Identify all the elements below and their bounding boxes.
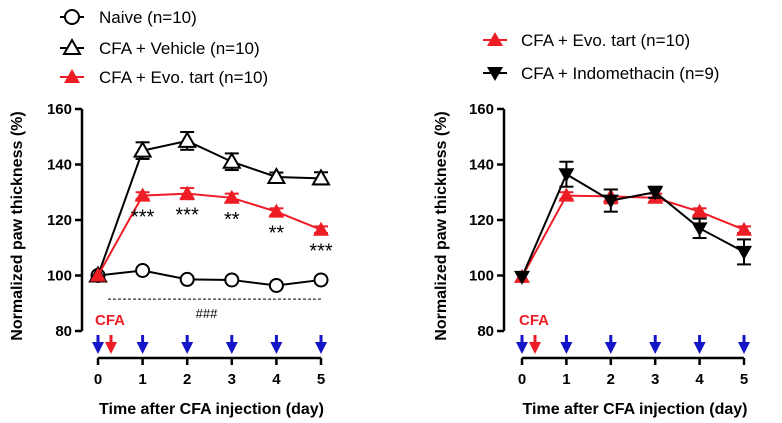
data-point xyxy=(222,151,242,169)
data-point xyxy=(132,140,153,158)
data-point xyxy=(179,271,195,287)
series-2 xyxy=(90,185,329,282)
injection-arrow-head xyxy=(693,342,706,354)
data-point xyxy=(223,189,240,204)
x-tick-label: 0 xyxy=(518,371,526,388)
significance-stars: ** xyxy=(224,209,240,231)
cfa-label: CFA xyxy=(519,312,549,329)
series-line xyxy=(97,192,322,276)
legend-right: CFA + Evo. tart (n=10) CFA + Indomethaci… xyxy=(483,31,719,83)
data-point xyxy=(268,203,285,218)
injection-arrow-head xyxy=(649,342,662,354)
data-point xyxy=(736,221,752,236)
injection-arrow-head xyxy=(181,342,194,354)
data-point xyxy=(558,187,575,202)
data-point xyxy=(177,130,197,148)
x-tick-label: 1 xyxy=(138,371,146,388)
legend-label-vehicle: CFA + Vehicle (n=10) xyxy=(99,39,260,58)
series-line xyxy=(97,139,322,276)
legend-marker-naive xyxy=(60,9,84,25)
injection-arrow-head xyxy=(516,342,528,354)
legend-marker-indomethacin xyxy=(483,67,507,81)
data-point xyxy=(691,203,708,218)
data-point xyxy=(691,222,708,237)
series-1 xyxy=(88,130,331,283)
x-tick-label: 1 xyxy=(562,371,570,388)
data-point xyxy=(134,187,151,202)
injection-arrow-head xyxy=(604,342,617,354)
x-tick-label: 3 xyxy=(228,371,236,388)
data-point xyxy=(179,185,196,200)
x-tick-label: 4 xyxy=(695,371,704,388)
chart-left: 80 100 120 140 160 0 1 2 3 4 5 Time after CFA injec… xyxy=(9,101,333,418)
series-line xyxy=(521,172,745,278)
y-tick-label: 120 xyxy=(469,212,494,229)
injection-arrow-head xyxy=(315,342,327,354)
legend-label-evo-right: CFA + Evo. tart (n=10) xyxy=(521,31,690,50)
series-line xyxy=(521,194,745,278)
significance-stars: *** xyxy=(131,207,155,229)
chart-right: 80 100 120 140 160 0 1 2 3 4 5 Time after CFA injec… xyxy=(433,101,752,418)
data-point xyxy=(602,194,619,209)
x-axis-label: Time after CFA injection (day) xyxy=(99,401,324,418)
data-point xyxy=(736,245,752,260)
y-tick-label: 140 xyxy=(469,157,494,174)
injection-arrow-head xyxy=(738,342,750,354)
y-tick-label: 120 xyxy=(47,212,72,229)
injection-arrow-head xyxy=(270,342,283,354)
y-tick-label: 160 xyxy=(47,101,72,118)
y-tick-label: 140 xyxy=(47,157,72,174)
significance-stars: *** xyxy=(176,205,200,227)
injection-arrow-head xyxy=(225,342,238,354)
legend-label-indomethacin: CFA + Indomethacin (n=9) xyxy=(521,64,719,83)
data-point xyxy=(90,267,106,282)
legend-marker-vehicle xyxy=(60,37,84,55)
y-axis-label: Normalized paw thickness (%) xyxy=(9,111,26,340)
x-tick-label: 5 xyxy=(740,371,748,388)
significance-stars: *** xyxy=(309,241,333,263)
series-1 xyxy=(514,160,752,285)
legend-marker-evo-right xyxy=(483,32,507,46)
y-tick-label: 100 xyxy=(469,268,494,285)
y-tick-label: 160 xyxy=(469,101,494,118)
y-tick-label: 80 xyxy=(477,323,494,340)
legend-label-evo: CFA + Evo. tart (n=10) xyxy=(99,68,268,87)
legend-marker-evo xyxy=(60,69,84,83)
legend-label-naive: Naive (n=10) xyxy=(99,8,197,27)
x-tick-label: 5 xyxy=(317,371,325,388)
x-tick-label: 3 xyxy=(651,371,659,388)
data-point xyxy=(266,166,287,184)
cfa-label: CFA xyxy=(95,312,125,329)
hash-annotation: ### xyxy=(196,306,218,321)
data-point xyxy=(268,277,284,293)
data-point xyxy=(311,168,331,186)
legend-left: Naive (n=10) CFA + Vehicle (n=10) CFA + … xyxy=(60,8,268,87)
data-point xyxy=(313,272,329,288)
cfa-arrow-head xyxy=(105,342,117,354)
y-tick-label: 80 xyxy=(55,323,72,340)
x-axis-label: Time after CFA injection (day) xyxy=(523,401,748,418)
series-line xyxy=(97,269,322,287)
series-0 xyxy=(90,263,329,293)
data-point xyxy=(224,272,240,288)
data-point xyxy=(514,270,530,285)
x-tick-label: 4 xyxy=(272,371,281,388)
y-axis-label: Normalized paw thickness (%) xyxy=(433,111,450,340)
x-tick-label: 0 xyxy=(94,371,102,388)
series-0 xyxy=(514,187,752,283)
data-point xyxy=(558,168,575,183)
data-point xyxy=(647,186,664,201)
significance-stars: ** xyxy=(269,223,285,245)
data-point xyxy=(135,263,151,279)
data-point xyxy=(313,221,329,236)
injection-arrow-head xyxy=(136,342,149,354)
x-tick-label: 2 xyxy=(607,371,615,388)
x-tick-label: 2 xyxy=(183,371,191,388)
injection-arrow-head xyxy=(92,342,104,354)
injection-arrow-head xyxy=(560,342,573,354)
cfa-arrow-head xyxy=(529,342,541,354)
y-tick-label: 100 xyxy=(47,268,72,285)
